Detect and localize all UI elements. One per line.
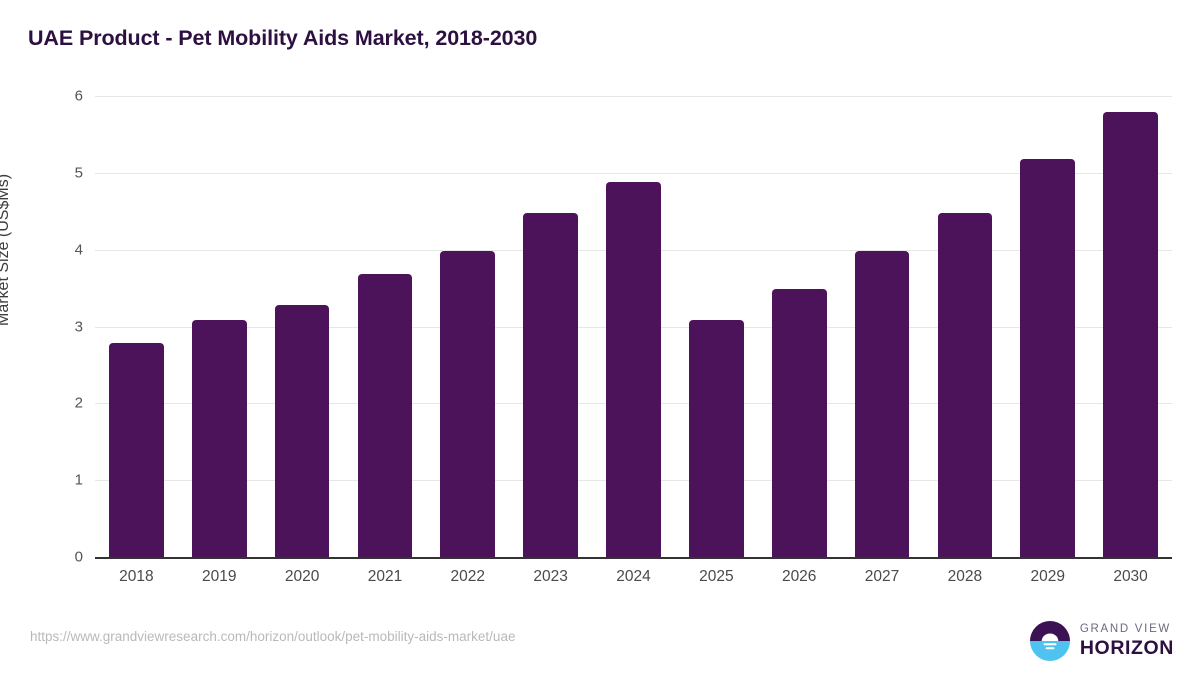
x-tick-label-2024: 2024 xyxy=(616,568,651,585)
x-tick-label-2021: 2021 xyxy=(367,568,403,585)
bar-2020[interactable] xyxy=(274,305,330,557)
bar-2022[interactable] xyxy=(440,251,496,557)
x-tick-label-2029: 2029 xyxy=(1030,568,1065,585)
gridline-5 xyxy=(95,172,1172,174)
page-title: UAE Product - Pet Mobility Aids Market, … xyxy=(28,26,538,50)
bar-2027[interactable] xyxy=(854,251,910,557)
x-tick-label-2026: 2026 xyxy=(781,568,817,585)
bar-2019[interactable] xyxy=(191,319,247,557)
bar-2028[interactable] xyxy=(937,212,993,557)
bar-2018[interactable] xyxy=(109,342,164,557)
y-tick-label-2: 2 xyxy=(74,394,83,412)
bar-2025[interactable] xyxy=(689,319,744,557)
x-tick-label-2018: 2018 xyxy=(119,568,154,585)
y-tick-label-4: 4 xyxy=(74,241,83,259)
bar-2024[interactable] xyxy=(606,182,661,557)
x-tick-label-2030: 2030 xyxy=(1113,568,1148,585)
y-tick-label-5: 5 xyxy=(74,164,83,182)
bar-2023[interactable] xyxy=(523,212,578,557)
y-tick-label-3: 3 xyxy=(74,318,83,335)
x-tick-label-2025: 2025 xyxy=(699,568,734,585)
gridline-0 xyxy=(95,557,1172,559)
logo-wordmark: GRAND VIEW HORIZON xyxy=(1079,623,1174,659)
x-tick-label-2019: 2019 xyxy=(202,568,237,585)
horizon-logo-icon xyxy=(1029,620,1071,662)
bar-2029[interactable] xyxy=(1020,159,1076,557)
source-url[interactable]: https://www.grandviewresearch.com/horizo… xyxy=(30,629,516,644)
y-tick-label-6: 6 xyxy=(74,87,83,105)
y-axis-title: Market Size (US$Ms) xyxy=(0,173,12,326)
bar-2026[interactable] xyxy=(771,288,827,557)
gridline-6 xyxy=(95,96,1172,97)
grand-view-horizon-logo: GRAND VIEW HORIZON xyxy=(1029,618,1174,664)
logo-line-1: GRAND VIEW xyxy=(1079,623,1171,635)
x-tick-label-2020: 2020 xyxy=(284,568,320,585)
y-tick-label-1: 1 xyxy=(74,471,83,489)
y-tick-label-0: 0 xyxy=(74,548,83,566)
bar-2021[interactable] xyxy=(357,273,413,557)
x-tick-label-2027: 2027 xyxy=(864,568,900,585)
x-tick-label-2022: 2022 xyxy=(450,568,486,585)
plot-area xyxy=(95,96,1172,559)
logo-line-2: HORIZON xyxy=(1079,636,1174,659)
x-tick-label-2023: 2023 xyxy=(533,568,568,585)
bar-2030[interactable] xyxy=(1103,112,1158,557)
x-tick-label-2028: 2028 xyxy=(947,568,983,585)
